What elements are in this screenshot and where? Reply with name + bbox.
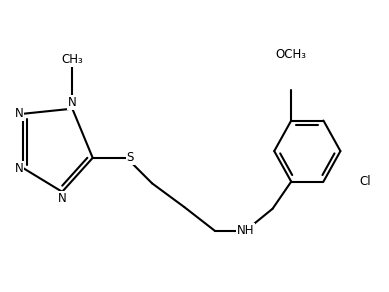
Text: N: N [14,161,23,175]
Text: OCH₃: OCH₃ [276,48,307,61]
Text: CH₃: CH₃ [61,53,83,66]
Text: NH: NH [237,224,254,237]
Text: N: N [68,96,77,109]
Text: N: N [14,107,23,120]
Text: S: S [127,151,134,164]
Text: Cl: Cl [359,175,371,188]
Text: N: N [58,192,67,205]
